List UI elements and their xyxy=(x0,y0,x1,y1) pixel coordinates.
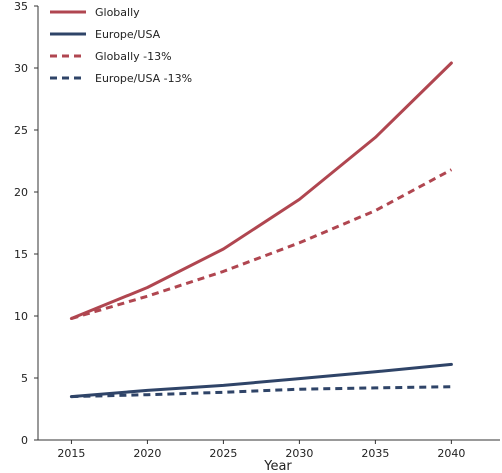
y-tick-label: 20 xyxy=(14,186,28,199)
legend-label: Europe/USA -13% xyxy=(95,72,192,85)
x-tick-label: 2025 xyxy=(209,447,237,460)
y-tick-label: 30 xyxy=(14,62,28,75)
y-tick-label: 5 xyxy=(21,372,28,385)
y-tick-label: 15 xyxy=(14,248,28,261)
legend: Globally Europe/USA Globally -13% Europe/US… xyxy=(50,6,192,85)
legend-label: Europe/USA xyxy=(95,28,161,41)
x-axis-title: Year xyxy=(263,459,292,473)
x-tick-label: 2040 xyxy=(437,447,465,460)
y-tick-label: 25 xyxy=(14,124,28,137)
legend-label: Globally xyxy=(95,6,140,19)
series-line-europe-usa xyxy=(69,362,453,399)
series-line-europe-usa-13 xyxy=(71,385,452,399)
x-tick-label: 2035 xyxy=(361,447,389,460)
series-line-globally xyxy=(69,61,453,320)
series-line-globally-13 xyxy=(70,168,453,320)
x-tick-label: 2030 xyxy=(285,447,313,460)
x-tick-label: 2020 xyxy=(133,447,161,460)
legend-label: Globally -13% xyxy=(95,50,172,63)
series-layer xyxy=(69,61,453,399)
x-axis: 2015 2020 2025 2030 2035 2040 xyxy=(38,439,500,460)
x-tick-label: 2015 xyxy=(57,447,85,460)
y-axis: 0 5 10 15 20 25 30 35 xyxy=(14,0,39,447)
y-tick-label: 0 xyxy=(21,434,28,447)
y-tick-label: 35 xyxy=(14,0,28,13)
y-tick-label: 10 xyxy=(14,310,28,323)
